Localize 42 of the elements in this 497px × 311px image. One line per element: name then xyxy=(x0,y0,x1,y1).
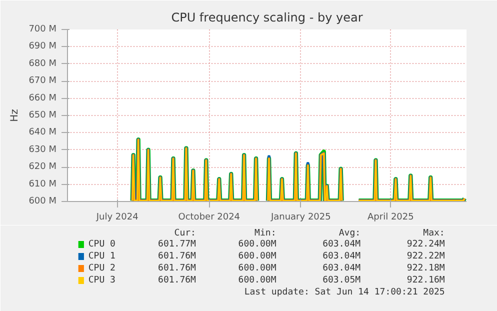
text: 600.00M xyxy=(238,252,277,262)
text: 922.22M xyxy=(406,252,446,262)
x-tick-label: April 2025 xyxy=(368,212,414,222)
y-tick-label: 650 M xyxy=(28,110,57,120)
text: 601.76M xyxy=(158,264,197,274)
text: 600.00M xyxy=(238,264,277,274)
chart-title: CPU frequency scaling - by year xyxy=(171,10,363,24)
y-tick-label: 680 M xyxy=(28,58,57,69)
y-tick-label: 660 M xyxy=(28,93,57,104)
y-tick-label: 620 M xyxy=(28,162,57,172)
text: Cur: xyxy=(174,228,196,238)
text: 601.76M xyxy=(158,276,197,286)
text: 601.76M xyxy=(158,252,197,262)
text: 603.04M xyxy=(322,252,362,262)
legend-label: CPU 1 xyxy=(88,252,116,262)
text: 603.04M xyxy=(322,240,362,250)
y-tick-label: 690 M xyxy=(28,42,57,52)
text: 603.05M xyxy=(322,276,362,286)
y-tick-label: 630 M xyxy=(28,144,57,155)
text: 922.24M xyxy=(406,240,446,250)
text: Min: xyxy=(254,228,276,238)
x-tick-label: January 2025 xyxy=(270,212,331,222)
y-tick-label: 640 M xyxy=(28,128,57,138)
legend-label: CPU 2 xyxy=(88,264,116,274)
text: 601.77M xyxy=(158,240,197,250)
text: Last update: Sat Jun 14 17:00:21 2025 xyxy=(244,288,445,298)
legend-label: CPU 0 xyxy=(88,240,116,250)
y-tick-label: 670 M xyxy=(28,76,57,86)
y-axis-title: Hz xyxy=(10,109,21,122)
y-tick-label: 700 M xyxy=(28,24,57,34)
text: 603.04M xyxy=(322,264,362,274)
x-tick-label: October 2024 xyxy=(178,212,240,222)
text: 922.18M xyxy=(406,264,446,274)
x-tick-label: July 2024 xyxy=(95,212,139,222)
text: Max: xyxy=(423,228,445,238)
text: 600.00M xyxy=(238,276,277,286)
y-tick-label: 600 M xyxy=(28,196,57,206)
text: 922.16M xyxy=(406,276,446,286)
text: Avg: xyxy=(338,228,361,238)
text: 600.00M xyxy=(238,240,277,250)
legend-label: CPU 3 xyxy=(88,276,116,286)
y-tick-label: 610 M xyxy=(28,179,57,190)
